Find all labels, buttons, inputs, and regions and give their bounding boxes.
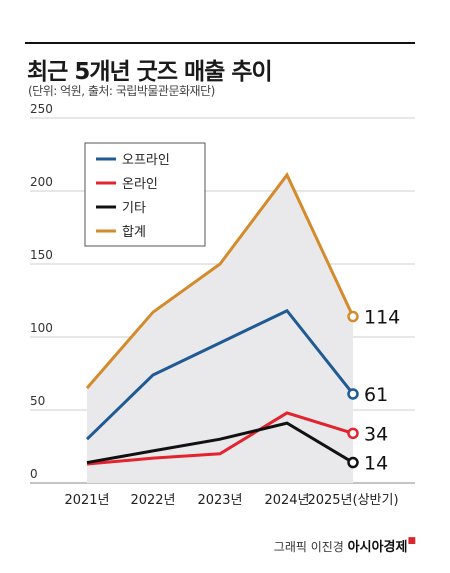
series-line-합계 xyxy=(85,172,355,390)
end-label-기타: 14 xyxy=(364,453,388,475)
y-tick-label: 100 xyxy=(30,321,53,335)
legend-label-온라인: 온라인 xyxy=(122,177,158,192)
y-tick-label: 200 xyxy=(30,175,53,189)
end-marker-합계 xyxy=(347,310,359,323)
brand-logo: 아시아경제 xyxy=(347,540,408,555)
end-marker-기타 xyxy=(347,456,359,469)
y-tick-label: 50 xyxy=(30,394,45,408)
legend-label-합계: 합계 xyxy=(122,225,146,240)
chart-title: 최근 5개년 굿즈 매출 추이 xyxy=(27,59,273,85)
top-rule xyxy=(25,42,415,44)
credit-text: 그래픽 이진경 xyxy=(273,540,344,554)
legend-label-오프라인: 오프라인 xyxy=(122,153,170,168)
end-label-오프라인: 61 xyxy=(364,384,388,406)
x-tick-label: 2025년(상반기) xyxy=(307,493,398,508)
end-marker-온라인 xyxy=(347,427,359,440)
y-tick-label: 0 xyxy=(30,467,38,481)
x-tick-label: 2023년 xyxy=(197,493,242,508)
series-line-기타 xyxy=(86,421,354,465)
legend-label-기타: 기타 xyxy=(122,201,146,216)
x-tick-label: 2021년 xyxy=(64,493,109,508)
series-line-온라인 xyxy=(86,411,354,466)
graphic-credit: 그래픽 이진경 아시아경제■ xyxy=(274,536,416,555)
end-marker-오프라인 xyxy=(347,388,359,400)
y-tick-label: 150 xyxy=(30,248,53,262)
total-area-shade xyxy=(87,174,353,483)
x-tick-label: 2024년 xyxy=(264,493,309,508)
brand-mark-icon: ■ xyxy=(407,536,416,546)
end-label-온라인: 34 xyxy=(364,423,388,445)
y-tick-label: 250 xyxy=(30,102,53,116)
chart-subtitle: (단위: 억원, 출처: 국립박물관문화재단) xyxy=(28,84,215,98)
series-line-오프라인 xyxy=(85,308,355,441)
x-tick-label: 2022년 xyxy=(130,493,175,508)
end-label-합계: 114 xyxy=(364,307,400,329)
